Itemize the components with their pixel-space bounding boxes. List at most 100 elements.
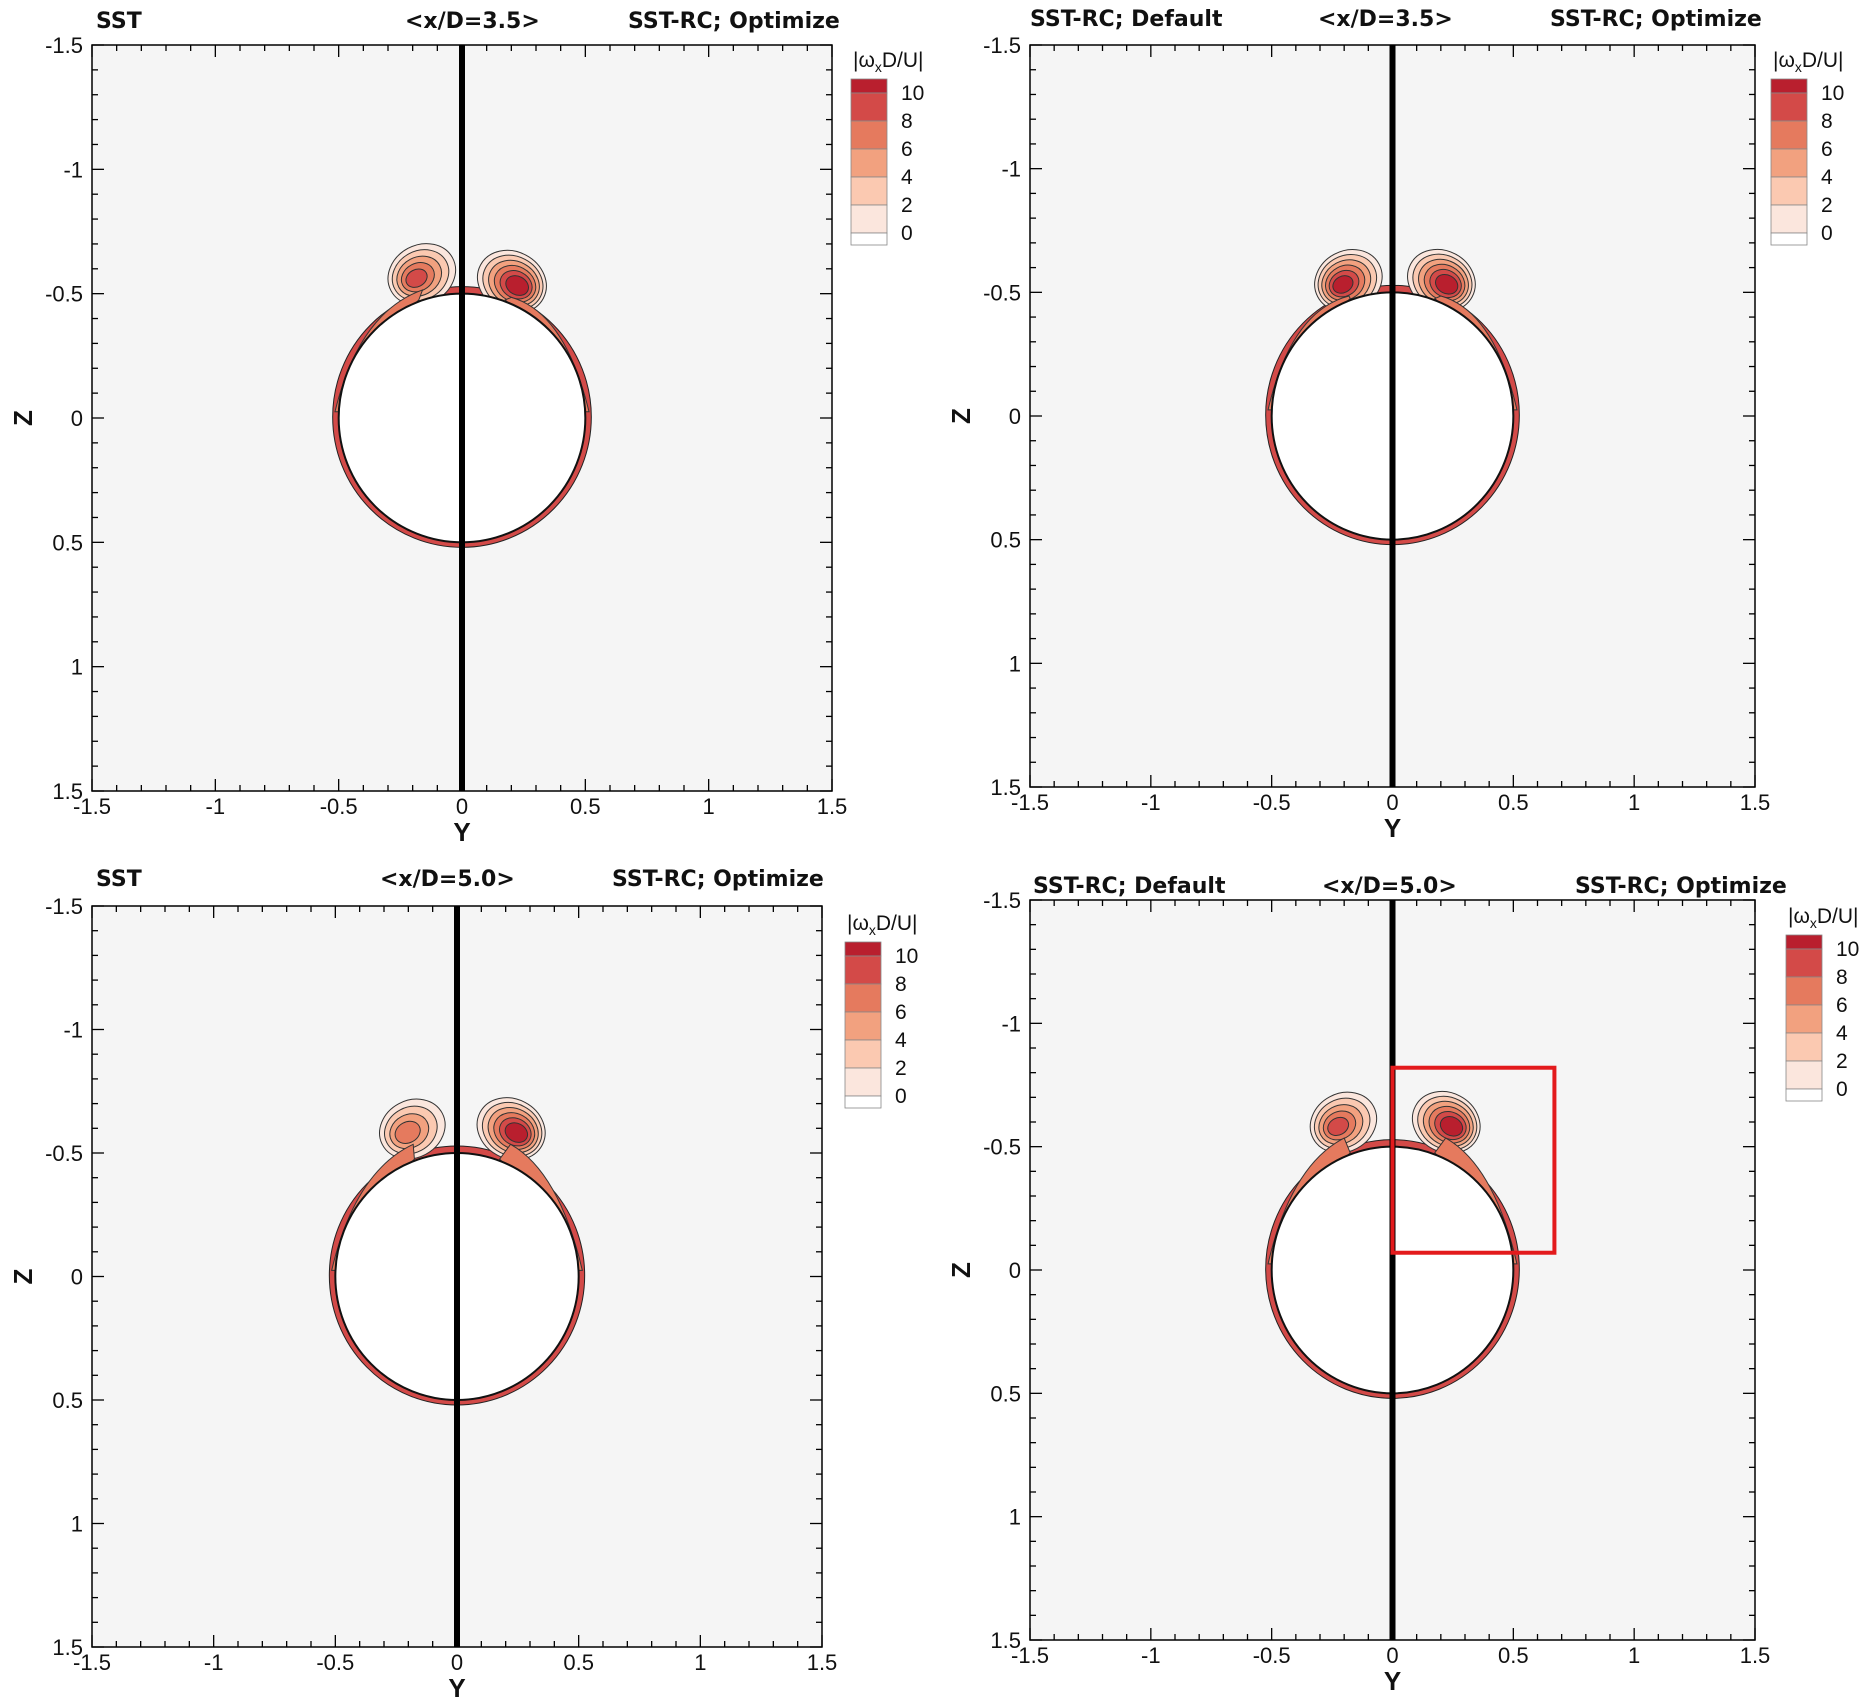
legend-level-label: 8 <box>901 110 913 133</box>
legend-level-label: 6 <box>1821 138 1833 161</box>
y-tick-label: -1 <box>1001 157 1021 182</box>
x-tick-label: 1.5 <box>1740 1643 1771 1668</box>
legend-swatch <box>844 1095 882 1109</box>
legend-swatch <box>844 941 882 957</box>
y-tick-label: 0 <box>71 406 83 431</box>
legend-swatch <box>1785 934 1823 950</box>
legend-swatch <box>844 983 882 1013</box>
x-tick-label: -1.5 <box>73 1650 111 1675</box>
x-tick-label: -1 <box>204 1650 224 1675</box>
legend: |ωxD/U| 10 8 6 4 2 0 <box>850 49 924 246</box>
x-axis-title: Y <box>1384 813 1401 843</box>
y-axis-title: Z <box>946 1262 976 1278</box>
y-tick-label: 1 <box>1009 1505 1021 1530</box>
legend-level-label: 4 <box>901 166 913 189</box>
x-tick-label: 0 <box>451 1650 463 1675</box>
y-tick-label: 1.5 <box>990 775 1021 800</box>
legend-swatch <box>1785 1088 1823 1102</box>
axis-ticks <box>91 44 833 792</box>
highlight-box <box>1390 1065 1557 1255</box>
legend-level-label: 4 <box>1821 166 1833 189</box>
x-tick-label: 0 <box>1386 790 1398 815</box>
contour-level <box>394 1120 421 1144</box>
y-axis-title: Z <box>8 1268 38 1284</box>
contour-level <box>1435 273 1459 295</box>
y-tick-label: 1.5 <box>52 779 83 804</box>
legend-swatch <box>850 78 888 94</box>
legend-swatch <box>844 1067 882 1097</box>
legend-level-label: 10 <box>1836 938 1859 961</box>
legend-level-label: 0 <box>901 222 913 245</box>
y-tick-label: 0.5 <box>52 530 83 555</box>
x-tick-label: -1.5 <box>1011 790 1049 815</box>
contour-level <box>1327 1116 1350 1137</box>
panel-right-label: SST-RC; Optimize <box>628 9 840 34</box>
y-tick-label: -1 <box>63 1018 83 1043</box>
panel-left-label: SST <box>96 867 142 892</box>
x-tick-label: 0 <box>1386 1643 1398 1668</box>
legend-swatch <box>1770 120 1808 150</box>
y-tick-label: 1.5 <box>52 1635 83 1660</box>
y-tick-label: -0.5 <box>45 1141 83 1166</box>
x-tick-label: 1 <box>703 794 715 819</box>
legend-level-label: 2 <box>1836 1050 1848 1073</box>
y-tick-label: 0.5 <box>990 528 1021 553</box>
y-tick-label: 1 <box>71 655 83 680</box>
legend-level-label: 2 <box>901 194 913 217</box>
x-tick-label: -0.5 <box>320 794 358 819</box>
legend-level-label: 6 <box>901 138 913 161</box>
legend-level-label: 10 <box>901 82 924 105</box>
legend-swatch <box>850 204 888 234</box>
x-tick-label: -0.5 <box>316 1650 354 1675</box>
panel-1: SST <x/D=3.5> SST-RC; Optimize -1.5 -1 -0.5 0 0… <box>8 9 924 847</box>
y-tick-label: -1.5 <box>45 894 83 919</box>
y-axis-title: Z <box>8 410 38 426</box>
legend-swatch <box>1785 1060 1823 1090</box>
legend-swatch <box>1770 204 1808 234</box>
legend-level-label: 2 <box>1821 194 1833 217</box>
y-tick-label: 1 <box>1009 651 1021 676</box>
y-tick-label: 0 <box>71 1265 83 1290</box>
legend-swatch <box>1770 78 1808 94</box>
x-tick-label: 1 <box>694 1650 706 1675</box>
legend-level-label: 6 <box>1836 994 1848 1017</box>
legend: |ωxD/U| 10 8 6 4 2 0 <box>1785 905 1859 1102</box>
panel-2: SST-RC; Default <x/D=3.5> SST-RC; Optimize… <box>946 7 1844 843</box>
panel-title: <x/D=5.0> <box>380 867 515 892</box>
x-tick-label: -1 <box>1141 1643 1161 1668</box>
y-tick-label: 1 <box>71 1512 83 1537</box>
x-tick-label: 0.5 <box>1498 1643 1529 1668</box>
x-axis-title: Y <box>448 1673 465 1702</box>
legend-title: |ωxD/U| <box>1788 905 1858 931</box>
legend-swatch <box>1785 1004 1823 1034</box>
contour-level <box>504 1122 529 1143</box>
y-axis-title: Z <box>946 408 976 424</box>
y-tick-label: -0.5 <box>45 282 83 307</box>
legend-swatch <box>850 148 888 178</box>
x-tick-label: -0.5 <box>1253 790 1291 815</box>
legend-swatch <box>844 1039 882 1069</box>
axis-ticks <box>1029 899 1756 1641</box>
legend-level-label: 10 <box>895 945 918 968</box>
panel-title: <x/D=5.0> <box>1322 874 1457 899</box>
x-tick-label: 1.5 <box>817 794 848 819</box>
legend: |ωxD/U| 10 8 6 4 2 0 <box>1770 49 1844 246</box>
legend-title: |ωxD/U| <box>847 912 917 938</box>
y-tick-label: 0 <box>1009 404 1021 429</box>
legend-title: |ωxD/U| <box>853 49 923 75</box>
legend-level-label: 0 <box>1821 222 1833 245</box>
y-tick-label: -1 <box>1001 1011 1021 1036</box>
x-tick-label: -1 <box>1141 790 1161 815</box>
panel-3: SST <x/D=5.0> SST-RC; Optimize -1.5 -1 -0.5 0 0… <box>8 867 918 1702</box>
y-tick-label: -1.5 <box>983 33 1021 58</box>
x-tick-label: 1 <box>1628 1643 1640 1668</box>
contour-level <box>1332 275 1354 294</box>
contour-level <box>405 268 428 288</box>
legend-swatch <box>1770 148 1808 178</box>
panel-left-label: SST <box>96 9 142 34</box>
y-tick-label: -0.5 <box>983 1135 1021 1160</box>
legend-level-label: 8 <box>1821 110 1833 133</box>
legend-swatch <box>850 176 888 206</box>
legend-title: |ωxD/U| <box>1773 49 1843 75</box>
legend-level-label: 4 <box>1836 1022 1848 1045</box>
